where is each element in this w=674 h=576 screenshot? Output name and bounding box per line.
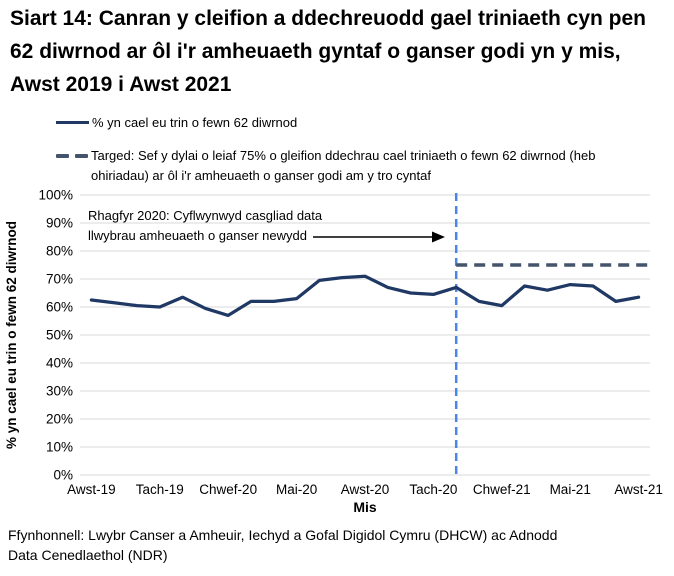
source-note: Ffynhonnell: Lwybr Canser a Amheuir, Iec… xyxy=(8,527,558,563)
series-line-swatch xyxy=(56,121,89,124)
legend-series-label: % yn cael eu trin o fewn 62 diwrnod xyxy=(92,115,298,130)
x-tick-label: Tach-19 xyxy=(136,482,184,497)
event-annotation-line2: llwybrau amheuaeth o ganser newydd xyxy=(88,228,307,243)
y-tick-label: 10% xyxy=(46,440,73,455)
y-tick-label: 60% xyxy=(46,300,73,315)
x-tick-label: Chwef-20 xyxy=(199,482,257,497)
series-line xyxy=(89,274,641,318)
legend-item-target: Targed: Sef y dylai o leiaf 75% o gleifi… xyxy=(56,146,656,186)
y-tick-label: 90% xyxy=(46,216,73,231)
x-tick-label: Awst-19 xyxy=(67,482,116,497)
line-chart: 0% 10% 20% 30% 40% 50% 60% 70% 80% 90% 100% Awst-19… xyxy=(4,188,663,516)
x-tick-label: Mai-21 xyxy=(550,482,591,497)
event-annotation: Rhagfyr 2020: Cyflwynwyd casgliad data l… xyxy=(88,206,322,246)
y-tick-label: 50% xyxy=(46,328,73,343)
chart-title: Siart 14: Canran y cleifion a ddechreuod… xyxy=(10,7,646,96)
annotation-arrow-head xyxy=(432,231,445,243)
y-tick-label: 0% xyxy=(53,468,73,483)
x-tick-label: Tach-20 xyxy=(409,482,457,497)
y-tick-label: 40% xyxy=(46,356,73,371)
legend-item-series: % yn cael eu trin o fewn 62 diwrnod xyxy=(56,113,656,133)
y-tick-label: 20% xyxy=(46,412,73,427)
y-tick-label: 30% xyxy=(46,384,73,399)
target-dash-swatch xyxy=(56,154,88,158)
legend: % yn cael eu trin o fewn 62 diwrnod Targ… xyxy=(56,113,656,186)
x-tick-label: Chwef-21 xyxy=(473,482,531,497)
legend-target-label: Targed: Sef y dylai o leiaf 75% o gleifi… xyxy=(91,148,596,183)
y-tick-label: 70% xyxy=(46,272,73,287)
y-tick-label: 80% xyxy=(46,244,73,259)
x-axis-title: Mis xyxy=(353,499,377,515)
x-tick-label: Mai-20 xyxy=(276,482,317,497)
x-tick-label: Awst-21 xyxy=(614,482,663,497)
x-tick-label: Awst-20 xyxy=(341,482,390,497)
y-tick-label: 100% xyxy=(38,188,73,203)
event-annotation-line1: Rhagfyr 2020: Cyflwynwyd casgliad data xyxy=(88,208,323,223)
y-axis-title: % yn cael eu trin o fewn 62 diwrnod xyxy=(4,221,19,449)
